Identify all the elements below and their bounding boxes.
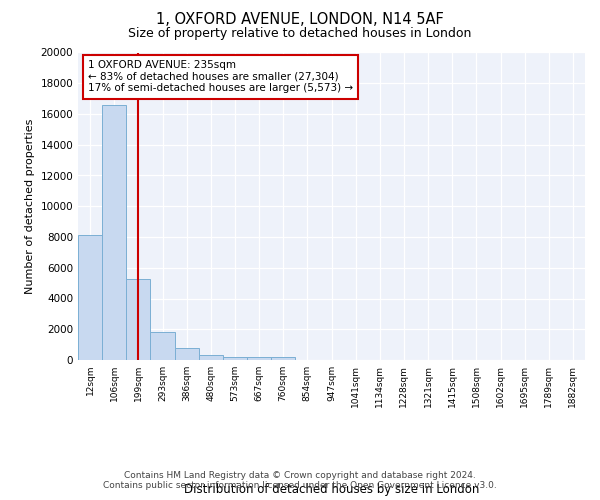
Bar (223, 356, 247, 360)
Bar (175, 348, 199, 360)
Y-axis label: Number of detached properties: Number of detached properties (25, 118, 35, 294)
Bar (199, 356, 223, 360)
Text: Contains HM Land Registry data © Crown copyright and database right 2024.
Contai: Contains HM Land Registry data © Crown c… (103, 470, 497, 490)
Bar (78, 236, 102, 360)
Text: Size of property relative to detached houses in London: Size of property relative to detached ho… (128, 28, 472, 40)
Bar (126, 278, 151, 360)
Bar (247, 357, 271, 360)
X-axis label: Distribution of detached houses by size in London: Distribution of detached houses by size … (184, 484, 479, 496)
Bar (102, 105, 126, 360)
Bar (151, 332, 175, 360)
Text: 1 OXFORD AVENUE: 235sqm
← 83% of detached houses are smaller (27,304)
17% of sem: 1 OXFORD AVENUE: 235sqm ← 83% of detache… (88, 60, 353, 94)
Text: 1, OXFORD AVENUE, LONDON, N14 5AF: 1, OXFORD AVENUE, LONDON, N14 5AF (156, 12, 444, 28)
Bar (271, 358, 295, 360)
